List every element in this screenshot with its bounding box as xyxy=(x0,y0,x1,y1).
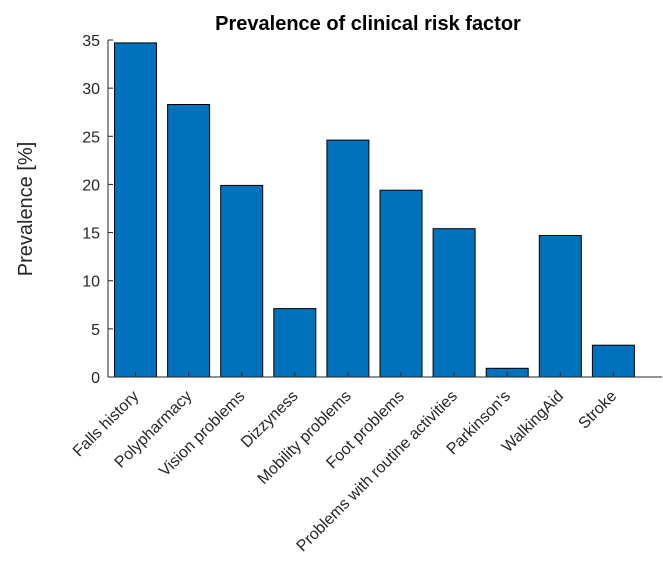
bar-6 xyxy=(379,189,423,378)
y-tick-label: 5 xyxy=(91,322,100,339)
bar-4 xyxy=(273,308,317,378)
y-axis: 0 5 10 15 20 25 30 35 xyxy=(82,33,113,387)
bar-2 xyxy=(167,104,211,378)
x-tick-label: Stroke xyxy=(576,388,621,433)
y-axis-label: Prevalence [%] xyxy=(15,142,37,277)
x-tick-label: Mobility problems xyxy=(255,388,355,488)
y-tick-label: 20 xyxy=(82,177,100,194)
bar-1 xyxy=(114,42,157,378)
bar-10 xyxy=(591,344,635,378)
bar-3 xyxy=(220,184,264,378)
chart-title: Prevalence of clinical risk factor xyxy=(215,13,521,35)
y-tick-label: 30 xyxy=(82,81,100,98)
bar-5 xyxy=(326,139,370,378)
y-tick-label: 0 xyxy=(91,370,100,387)
bar-7 xyxy=(432,228,476,378)
y-tick-label: 10 xyxy=(82,274,100,291)
y-tick-label: 25 xyxy=(82,129,100,146)
bars-group xyxy=(114,42,635,378)
y-tick-label: 15 xyxy=(82,226,100,243)
bar-9 xyxy=(538,235,582,378)
y-tick-label: 35 xyxy=(82,33,100,50)
